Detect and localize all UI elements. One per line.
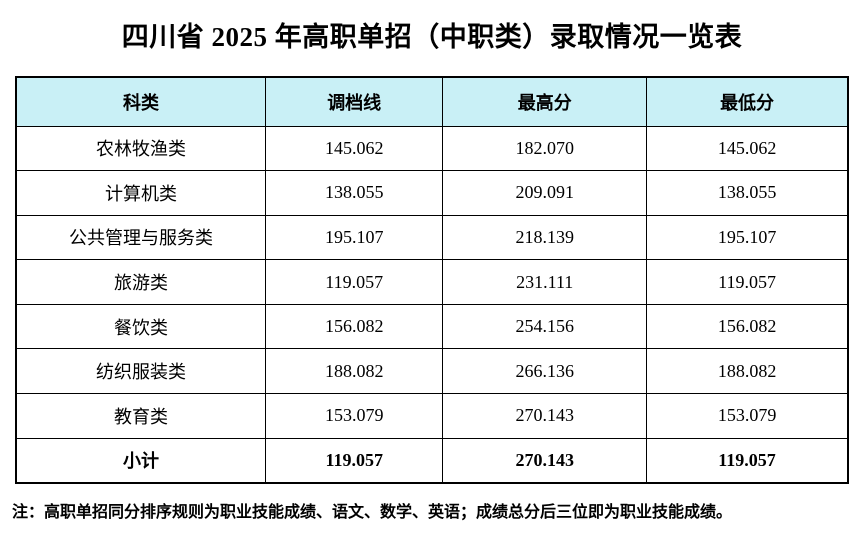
min-cell: 188.082 xyxy=(646,348,849,395)
max-cell: 266.136 xyxy=(442,348,648,395)
cutoff-cell: 156.082 xyxy=(265,303,444,350)
cutoff-cell: 145.062 xyxy=(265,125,444,172)
table-row: 计算机类 138.055 209.091 138.055 xyxy=(15,170,849,216)
footnote: 注：高职单招同分排序规则为职业技能成绩、语文、数学、英语；成绩总分后三位即为职业… xyxy=(12,503,733,521)
header-cell-max: 最高分 xyxy=(442,76,648,127)
min-cell: 119.057 xyxy=(646,259,849,305)
category-cell: 纺织服装类 xyxy=(15,348,267,395)
table-row-subtotal: 小计 119.057 270.143 119.057 xyxy=(15,437,849,484)
cutoff-cell: 195.107 xyxy=(265,214,444,261)
max-cell: 218.139 xyxy=(442,214,648,261)
table-header-row: 科类 调档线 最高分 最低分 xyxy=(15,76,849,127)
category-cell: 小计 xyxy=(15,437,267,484)
max-cell: 231.111 xyxy=(442,259,648,305)
table-row: 旅游类 119.057 231.111 119.057 xyxy=(15,259,849,305)
min-cell: 119.057 xyxy=(646,437,849,484)
cutoff-cell: 119.057 xyxy=(265,259,444,305)
cutoff-cell: 153.079 xyxy=(265,393,444,439)
header-cell-category: 科类 xyxy=(15,76,267,127)
min-cell: 145.062 xyxy=(646,125,849,172)
min-cell: 156.082 xyxy=(646,303,849,350)
header-cell-cutoff: 调档线 xyxy=(265,76,444,127)
table-row: 纺织服装类 188.082 266.136 188.082 xyxy=(15,348,849,395)
category-cell: 旅游类 xyxy=(15,259,267,305)
cutoff-cell: 119.057 xyxy=(265,437,444,484)
category-cell: 公共管理与服务类 xyxy=(15,214,267,261)
category-cell: 农林牧渔类 xyxy=(15,125,267,172)
header-cell-min: 最低分 xyxy=(646,76,849,127)
table-row: 农林牧渔类 145.062 182.070 145.062 xyxy=(15,125,849,172)
max-cell: 270.143 xyxy=(442,393,648,439)
table-row: 教育类 153.079 270.143 153.079 xyxy=(15,393,849,439)
min-cell: 138.055 xyxy=(646,170,849,216)
category-cell: 计算机类 xyxy=(15,170,267,216)
cutoff-cell: 138.055 xyxy=(265,170,444,216)
page-title: 四川省 2025 年高职单招（中职类）录取情况一览表 xyxy=(121,22,743,52)
category-cell: 教育类 xyxy=(15,393,267,439)
min-cell: 153.079 xyxy=(646,393,849,439)
min-cell: 195.107 xyxy=(646,214,849,261)
max-cell: 270.143 xyxy=(442,437,648,484)
cutoff-cell: 188.082 xyxy=(265,348,444,395)
max-cell: 254.156 xyxy=(442,303,648,350)
table-row: 公共管理与服务类 195.107 218.139 195.107 xyxy=(15,214,849,261)
category-cell: 餐饮类 xyxy=(15,303,267,350)
max-cell: 209.091 xyxy=(442,170,648,216)
table-row: 餐饮类 156.082 254.156 156.082 xyxy=(15,303,849,350)
max-cell: 182.070 xyxy=(442,125,648,172)
admission-score-table: 科类 调档线 最高分 最低分 农林牧渔类 145.062 182.070 145… xyxy=(15,76,849,484)
